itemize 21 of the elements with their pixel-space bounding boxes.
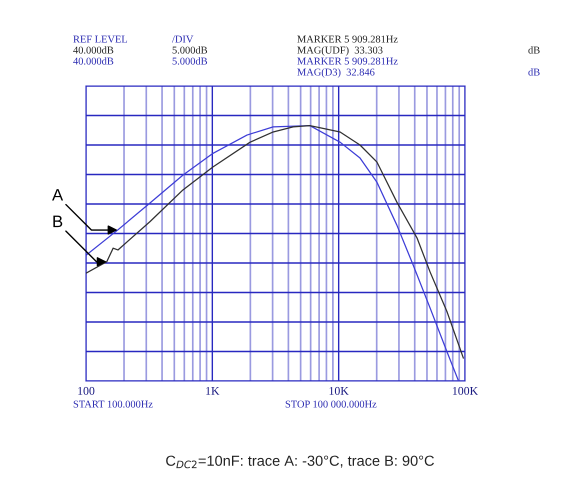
- text: MARKER 5 909.281Hz: [297, 36, 398, 43]
- text: MARKER 5 909.281Hz: [297, 58, 398, 65]
- text: 40.000dB: [73, 57, 114, 65]
- text: MAG(D3) 32.846: [297, 68, 375, 78]
- text: A: [52, 189, 64, 201]
- x-tick-label: 10K: [330, 386, 349, 395]
- x-tick-label: 100K: [452, 386, 478, 395]
- x-tick-label: 1K: [206, 386, 220, 395]
- text: STOP 100 000.000Hz: [286, 400, 376, 408]
- text: B: [53, 216, 62, 228]
- text: MAG(UDF) 33.303: [297, 46, 383, 56]
- text: 5.000dB: [172, 46, 208, 54]
- text: 40.000dB: [73, 46, 114, 54]
- text: dB: [528, 46, 540, 54]
- text: 5.000dB: [172, 57, 208, 65]
- text: START 100.000Hz: [74, 400, 153, 408]
- text: REF LEVEL: [73, 36, 128, 43]
- text: dB: [528, 68, 540, 76]
- text: /DIV: [172, 36, 194, 43]
- x-tick-label: 100: [78, 386, 94, 395]
- text: C$_{DC2}$=10nF: trace A: -30°C, trace B: 90°C: [166, 456, 434, 468]
